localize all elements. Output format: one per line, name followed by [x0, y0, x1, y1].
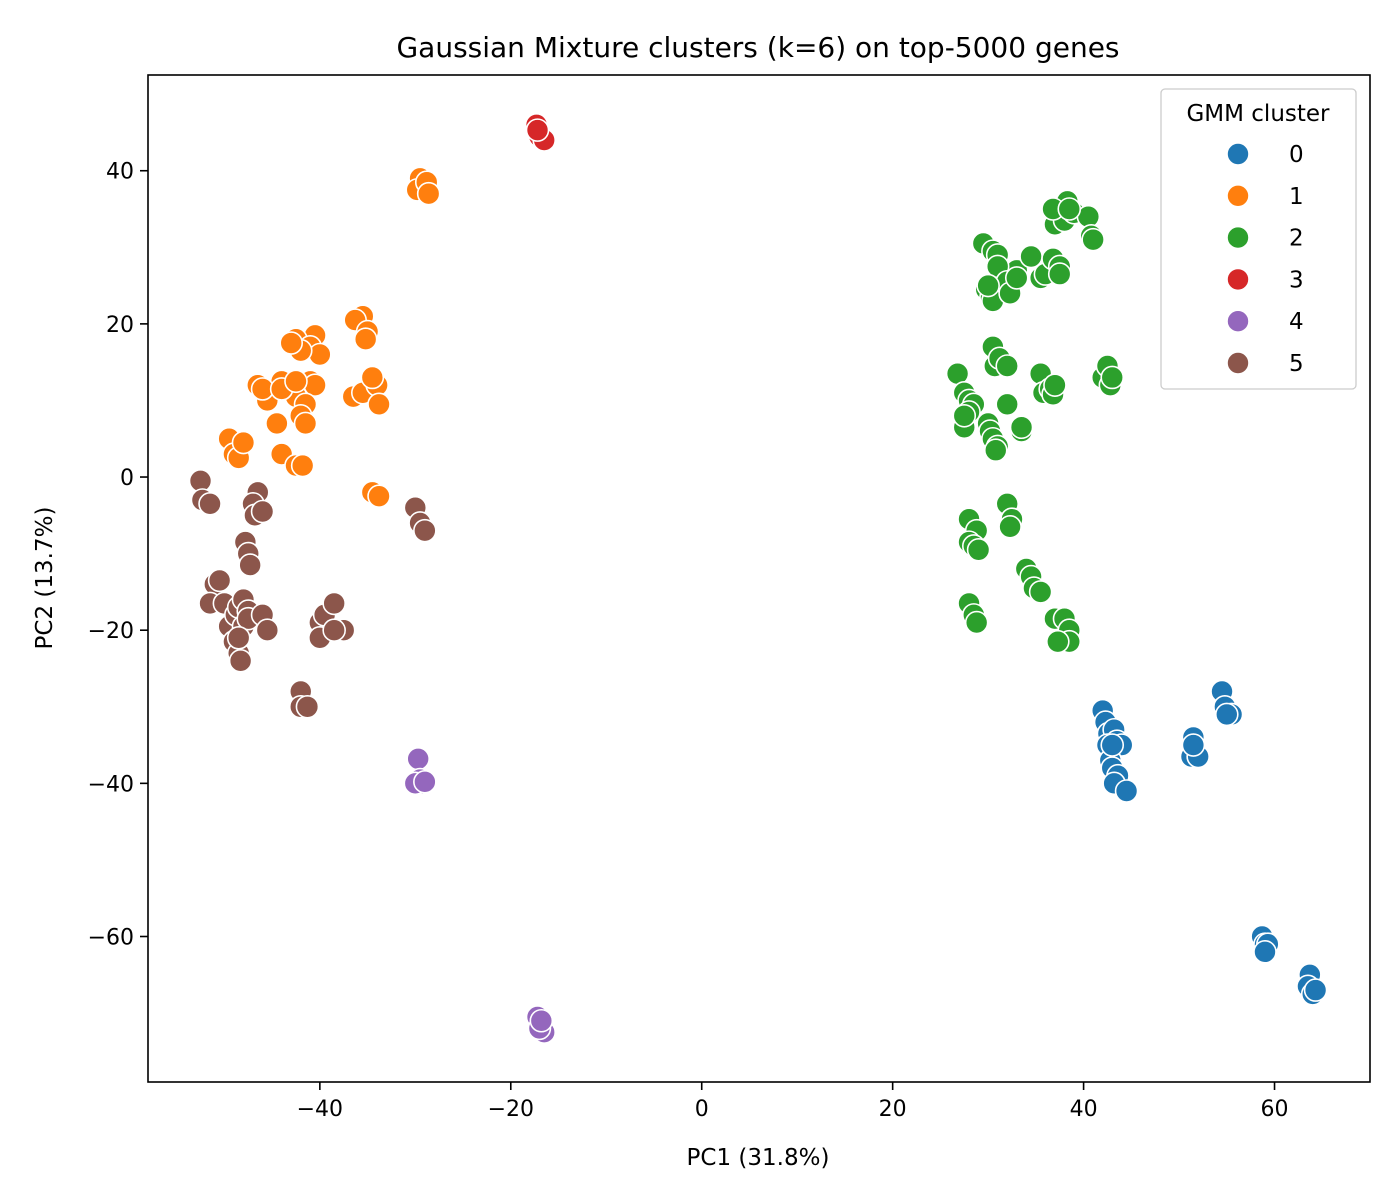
data-point — [1081, 227, 1105, 252]
legend-marker — [1226, 309, 1250, 334]
legend-entry: 1 — [1226, 184, 1304, 210]
legend: GMM cluster 0 1 2 3 4 5 — [1160, 88, 1357, 390]
data-point — [255, 618, 280, 642]
data-point — [228, 649, 253, 673]
data-point — [1100, 365, 1125, 390]
data-point — [226, 626, 251, 650]
series-5 — [188, 469, 437, 719]
legend-marker — [1226, 184, 1250, 208]
series-4 — [403, 747, 556, 1045]
data-point — [998, 515, 1022, 539]
x-tick-label: −40 — [297, 1097, 343, 1122]
data-point — [416, 181, 441, 206]
data-point — [1100, 733, 1125, 757]
plot-frame — [147, 74, 1371, 1083]
series-2 — [945, 189, 1125, 654]
y-tick-label: 0 — [120, 466, 134, 491]
data-point — [1214, 702, 1239, 727]
data-point — [1057, 197, 1082, 221]
data-point — [1019, 244, 1043, 269]
data-point — [360, 365, 385, 390]
series-0 — [1090, 679, 1328, 1006]
data-point — [238, 553, 262, 577]
legend-marker — [1226, 225, 1250, 250]
y-axis: −60 −40 −20 0 20 40 — [88, 160, 148, 951]
legend-entry: 4 — [1226, 309, 1304, 335]
data-point — [322, 618, 346, 642]
data-point — [353, 327, 378, 351]
data-point — [265, 411, 289, 436]
legend-box — [1160, 88, 1357, 390]
legend-label: 5 — [1289, 351, 1304, 377]
x-tick-label: −20 — [488, 1097, 534, 1122]
data-point — [1181, 733, 1206, 757]
legend-marker — [1226, 142, 1250, 166]
legend-entry: 2 — [1226, 225, 1304, 252]
y-tick-label: −40 — [88, 772, 134, 797]
data-point — [1028, 580, 1053, 604]
x-tick-label: 60 — [1261, 1097, 1289, 1122]
data-point — [413, 518, 437, 543]
legend-title: GMM cluster — [1186, 101, 1330, 127]
y-tick-label: 40 — [106, 160, 134, 185]
legend-label: 0 — [1289, 142, 1304, 168]
x-tick-label: 40 — [1070, 1097, 1098, 1122]
data-point — [1004, 266, 1029, 290]
data-point — [983, 438, 1008, 463]
y-axis-label: PC2 (13.7%) — [32, 507, 58, 650]
data-point — [367, 484, 391, 508]
data-point — [1046, 629, 1070, 654]
y-tick-label: −20 — [88, 619, 134, 644]
data-point — [525, 118, 550, 142]
data-point — [207, 568, 232, 593]
data-point — [1114, 779, 1139, 803]
data-point — [995, 354, 1020, 378]
x-axis-label: PC1 (31.8%) — [687, 1145, 830, 1171]
data-point — [279, 331, 304, 355]
legend-label: 4 — [1289, 309, 1304, 335]
data-point — [1009, 415, 1034, 440]
legend-marker — [1226, 267, 1250, 292]
x-axis: −40 −20 0 20 40 60 — [297, 1082, 1289, 1122]
data-point — [308, 342, 332, 367]
x-tick-label: 20 — [879, 1097, 907, 1122]
legend-label: 1 — [1289, 184, 1304, 210]
data-point — [1047, 262, 1072, 286]
series-1 — [217, 166, 441, 508]
data-point — [231, 430, 256, 455]
data-point — [1303, 978, 1328, 1002]
legend-marker — [1226, 351, 1250, 375]
legend-entries: 0 1 2 3 4 5 — [1226, 142, 1304, 377]
points-layer — [188, 112, 1328, 1045]
legend-label: 2 — [1289, 226, 1304, 252]
legend-label: 3 — [1289, 267, 1304, 293]
x-tick-label: 0 — [695, 1097, 709, 1122]
data-point — [293, 411, 318, 436]
legend-entry: 0 — [1226, 142, 1304, 168]
legend-entry: 3 — [1226, 267, 1304, 293]
data-point — [295, 694, 320, 719]
data-point — [322, 591, 346, 616]
data-point — [284, 369, 308, 394]
data-point — [529, 1008, 554, 1033]
data-point — [290, 453, 315, 478]
data-point — [964, 610, 989, 635]
data-point — [1253, 940, 1277, 964]
legend-entry: 5 — [1226, 351, 1304, 377]
data-point — [198, 492, 222, 516]
y-tick-label: −60 — [88, 926, 134, 951]
data-point — [995, 392, 1020, 417]
chart-title: Gaussian Mixture clusters (k=6) on top-5… — [396, 31, 1119, 64]
data-point — [250, 499, 275, 524]
data-point — [966, 537, 991, 562]
data-point — [406, 747, 430, 771]
data-point — [952, 403, 977, 428]
y-tick-label: 20 — [106, 313, 134, 338]
data-point — [367, 392, 391, 417]
data-point — [413, 770, 437, 794]
data-point — [976, 273, 1000, 298]
data-point — [1043, 373, 1067, 397]
series-3 — [524, 112, 556, 152]
